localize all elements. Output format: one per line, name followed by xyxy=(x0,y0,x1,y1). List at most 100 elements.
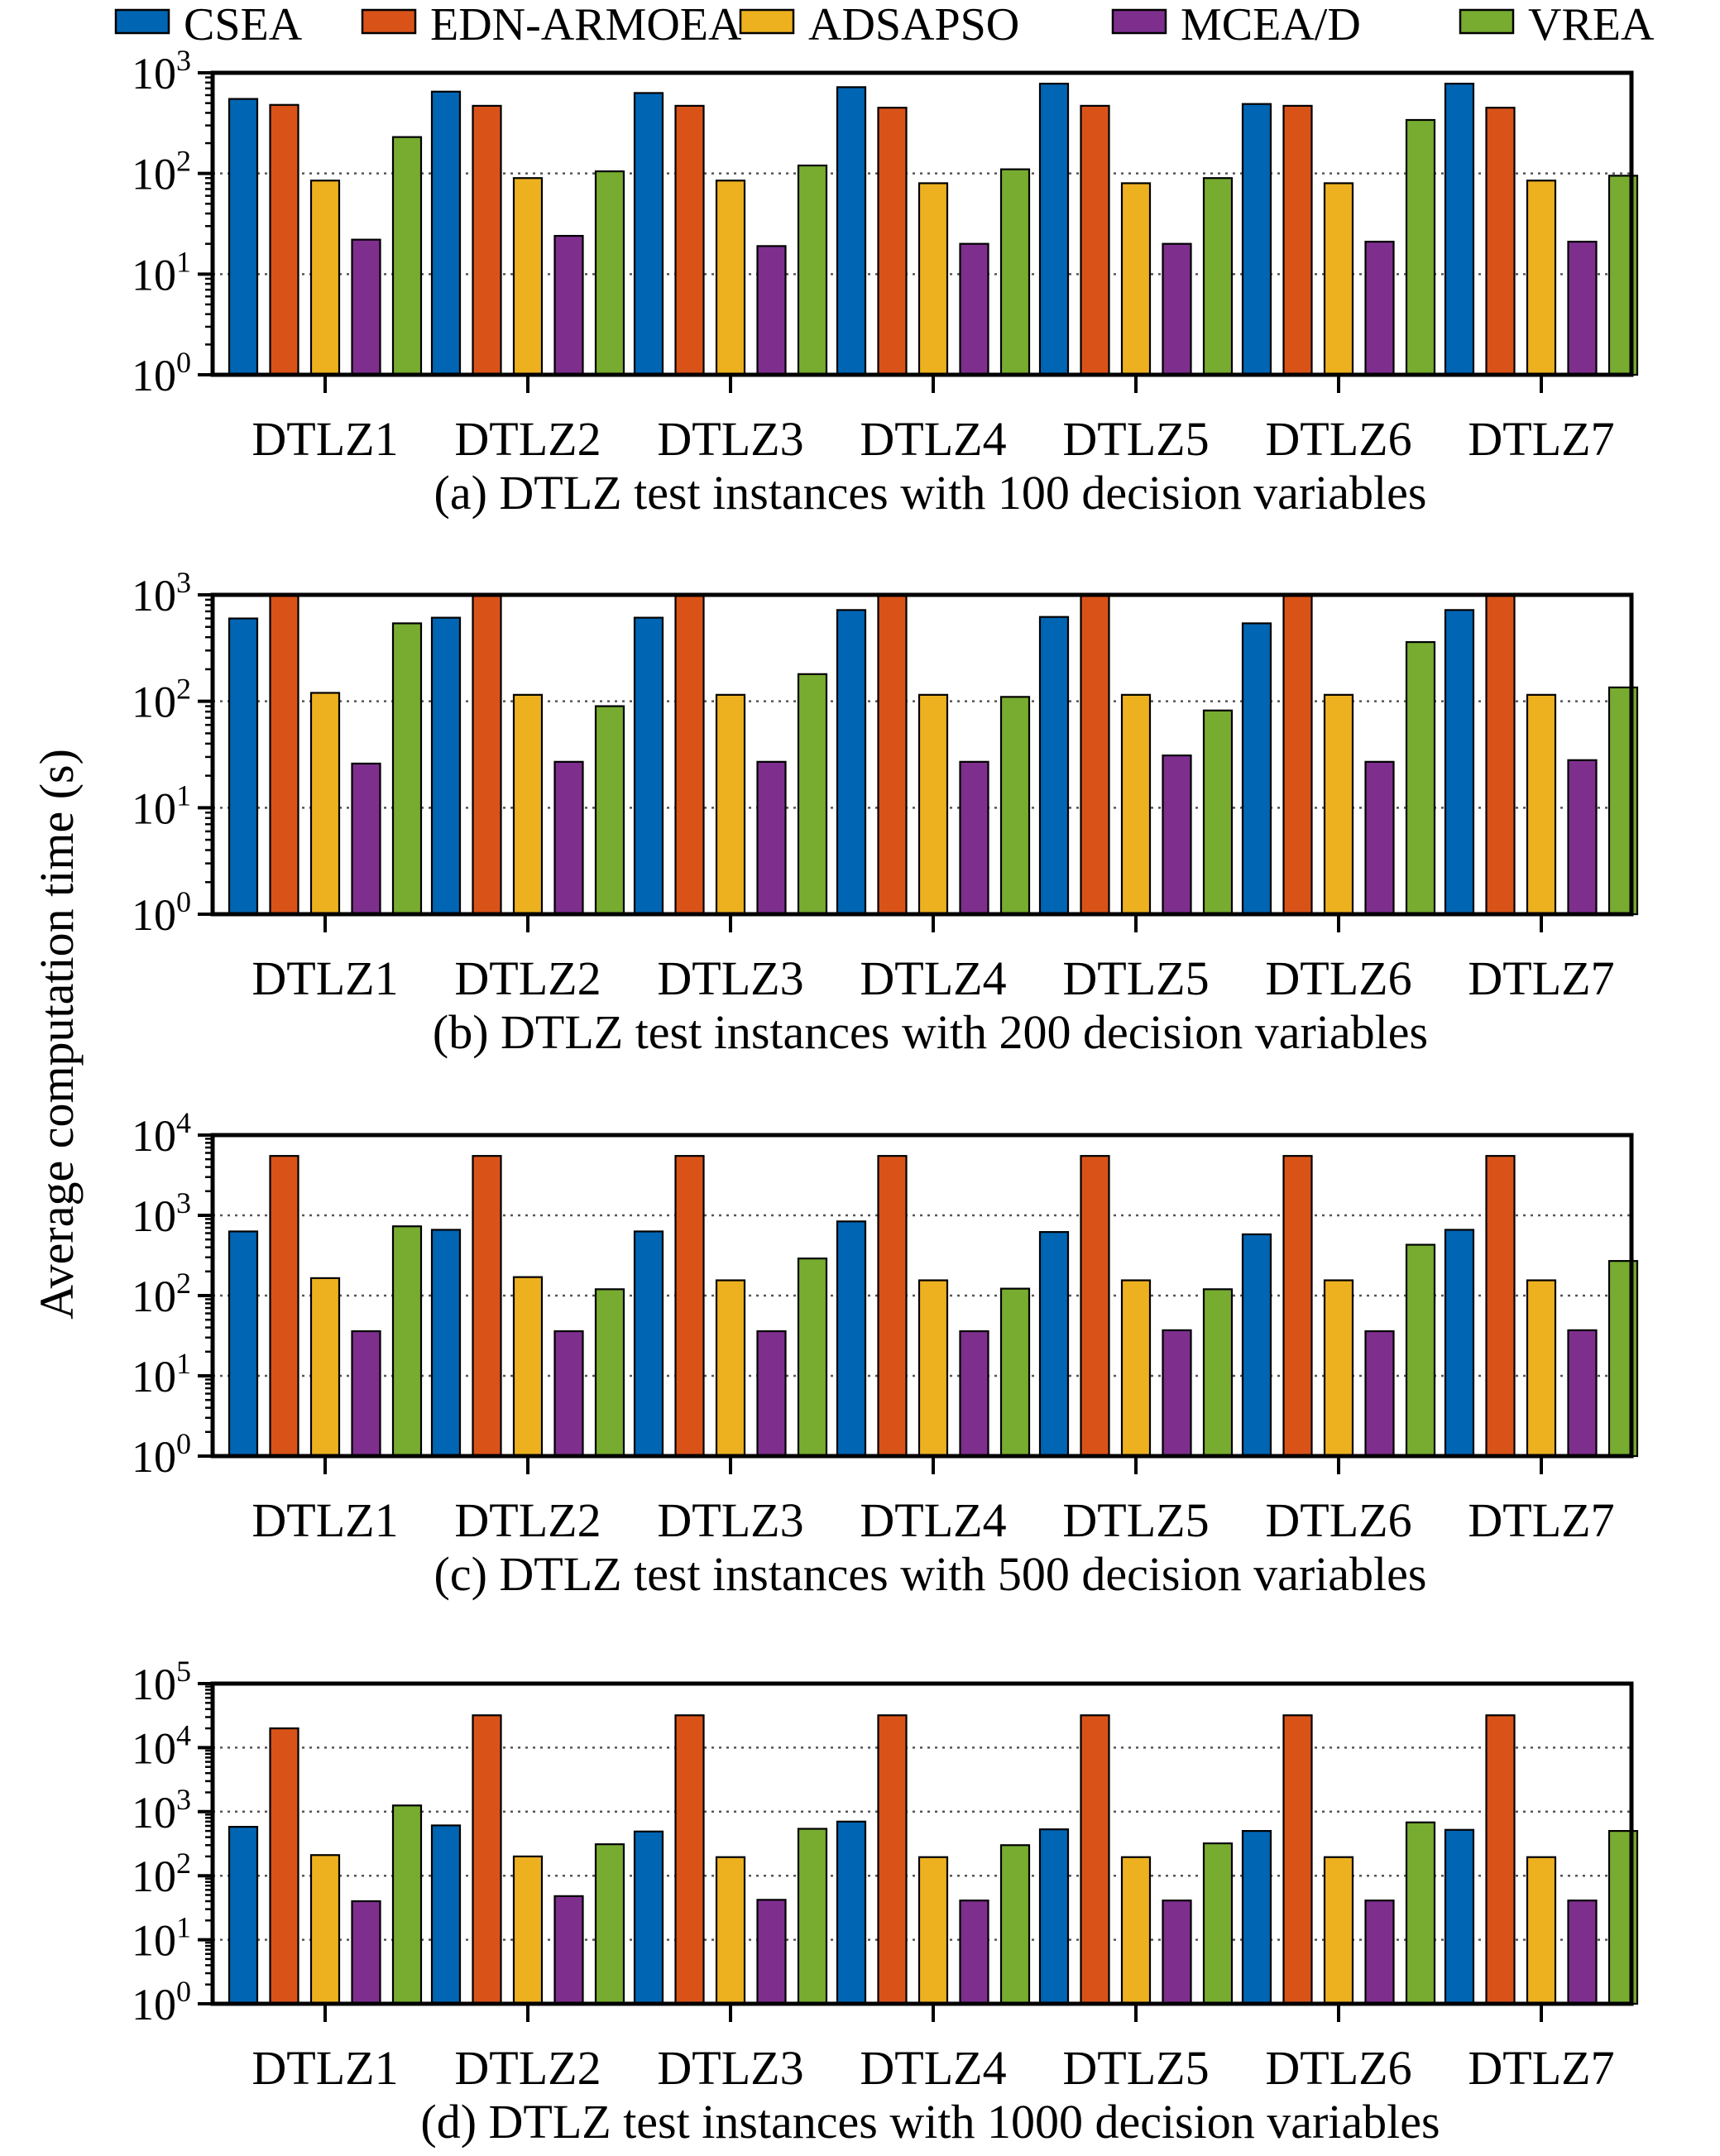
y-axis-label: Average computation time (s) xyxy=(30,749,84,1320)
bar xyxy=(917,1279,949,1458)
bar xyxy=(633,616,664,916)
chart-caption: (d) DTLZ test instances with 1000 decisi… xyxy=(420,2095,1440,2149)
y-tick-base: 10 xyxy=(132,1980,176,2029)
y-tick-base: 10 xyxy=(132,150,176,199)
x-tick-label: DTLZ7 xyxy=(1468,1493,1614,1547)
bar xyxy=(351,762,381,916)
bar xyxy=(1038,1231,1070,1458)
legend-swatch xyxy=(114,8,170,35)
y-tick-label: 101 xyxy=(132,1347,191,1401)
bar xyxy=(1364,1330,1395,1458)
bar xyxy=(228,1230,259,1458)
bar xyxy=(1162,1900,1192,2005)
y-tick-exponent: 2 xyxy=(176,673,191,706)
y-tick-base: 10 xyxy=(132,1432,176,1482)
y-tick-label: 103 xyxy=(132,1783,191,1837)
bar xyxy=(756,1330,787,1458)
bar xyxy=(1444,83,1475,376)
bar xyxy=(1323,1279,1354,1458)
x-tick-label: DTLZ5 xyxy=(1062,2041,1209,2095)
bar xyxy=(309,1854,341,2005)
x-tick-label: DTLZ2 xyxy=(454,951,601,1005)
bar xyxy=(391,136,423,376)
legend-swatch xyxy=(361,8,417,35)
bar xyxy=(797,1258,828,1458)
y-tick-exponent: 2 xyxy=(176,1267,191,1300)
x-tick-label: DTLZ1 xyxy=(252,412,398,466)
x-tick-label: DTLZ7 xyxy=(1468,412,1614,466)
bar xyxy=(959,1900,989,2005)
bar xyxy=(1120,693,1152,916)
bar xyxy=(1567,241,1598,376)
bar xyxy=(1162,242,1192,376)
bar xyxy=(1202,1842,1234,2005)
bar xyxy=(1241,622,1272,916)
bar xyxy=(674,104,705,376)
x-tick-label: DTLZ2 xyxy=(454,2041,601,2095)
bar xyxy=(633,1830,664,2005)
y-tick-label: 101 xyxy=(132,245,191,299)
bar xyxy=(1202,177,1234,376)
x-tick-label: DTLZ4 xyxy=(860,2041,1006,2095)
y-tick-base: 10 xyxy=(132,49,176,98)
bar xyxy=(269,1155,299,1458)
bar xyxy=(309,180,341,376)
bar xyxy=(472,104,502,376)
y-tick-exponent: 1 xyxy=(176,245,191,278)
bar xyxy=(1364,760,1395,916)
bar xyxy=(512,693,544,916)
bar xyxy=(269,593,299,916)
bar xyxy=(836,86,867,376)
x-tick-label: DTLZ4 xyxy=(860,412,1006,466)
y-tick-label: 105 xyxy=(132,1655,191,1709)
bar xyxy=(1038,616,1070,916)
x-tick-label: DTLZ1 xyxy=(252,1493,398,1547)
chart-panel: DTLZ1 DTLZ2 DTLZ3 DTLZ4 DTLZ5 DTLZ6 DTLZ710010… xyxy=(132,1655,1639,2149)
y-tick-exponent: 4 xyxy=(176,1718,191,1751)
bar xyxy=(512,1276,544,1458)
bar xyxy=(1485,595,1516,916)
y-tick-base: 10 xyxy=(132,890,176,940)
bar xyxy=(228,617,259,916)
bar xyxy=(836,1220,867,1458)
y-tick-label: 101 xyxy=(132,1911,191,1966)
bar xyxy=(1444,1828,1475,2005)
bar xyxy=(351,1900,381,2005)
bar xyxy=(715,180,746,376)
legend-label: VREA xyxy=(1528,0,1655,50)
y-tick-label: 101 xyxy=(132,779,191,833)
y-tick-exponent: 2 xyxy=(176,145,191,178)
bar xyxy=(674,1714,705,2005)
bar xyxy=(309,1277,341,1458)
chart-panel: DTLZ1 DTLZ2 DTLZ3 DTLZ4 DTLZ5 DTLZ6 DTLZ710010… xyxy=(132,44,1639,520)
bar xyxy=(1241,1829,1272,2005)
bar xyxy=(877,1714,908,2005)
bar xyxy=(269,103,299,376)
y-tick-exponent: 3 xyxy=(176,566,191,599)
y-tick-base: 10 xyxy=(132,1272,176,1321)
bar xyxy=(633,92,664,376)
bar xyxy=(309,692,341,916)
plot-frame xyxy=(210,592,1634,917)
bar xyxy=(633,1230,664,1458)
bar xyxy=(1080,104,1110,376)
x-tick-label: DTLZ7 xyxy=(1468,2041,1614,2095)
bar xyxy=(512,1855,544,2005)
bar xyxy=(715,1279,746,1458)
bar xyxy=(674,1155,705,1458)
bar xyxy=(877,107,908,376)
y-tick-exponent: 3 xyxy=(176,1783,191,1816)
bar xyxy=(917,182,949,376)
bar xyxy=(269,1727,299,2005)
y-tick-base: 10 xyxy=(132,351,176,400)
y-tick-base: 10 xyxy=(132,1111,176,1161)
chart-panel: DTLZ1 DTLZ2 DTLZ3 DTLZ4 DTLZ5 DTLZ6 DTLZ710010… xyxy=(132,1106,1639,1601)
y-tick-label: 100 xyxy=(132,1975,191,2029)
y-tick-base: 10 xyxy=(132,250,176,299)
bar xyxy=(553,1895,584,2005)
bar xyxy=(836,609,867,916)
bar xyxy=(797,673,828,916)
legend-item: ADSAPSO xyxy=(739,0,1019,50)
y-tick-exponent: 0 xyxy=(176,885,191,918)
